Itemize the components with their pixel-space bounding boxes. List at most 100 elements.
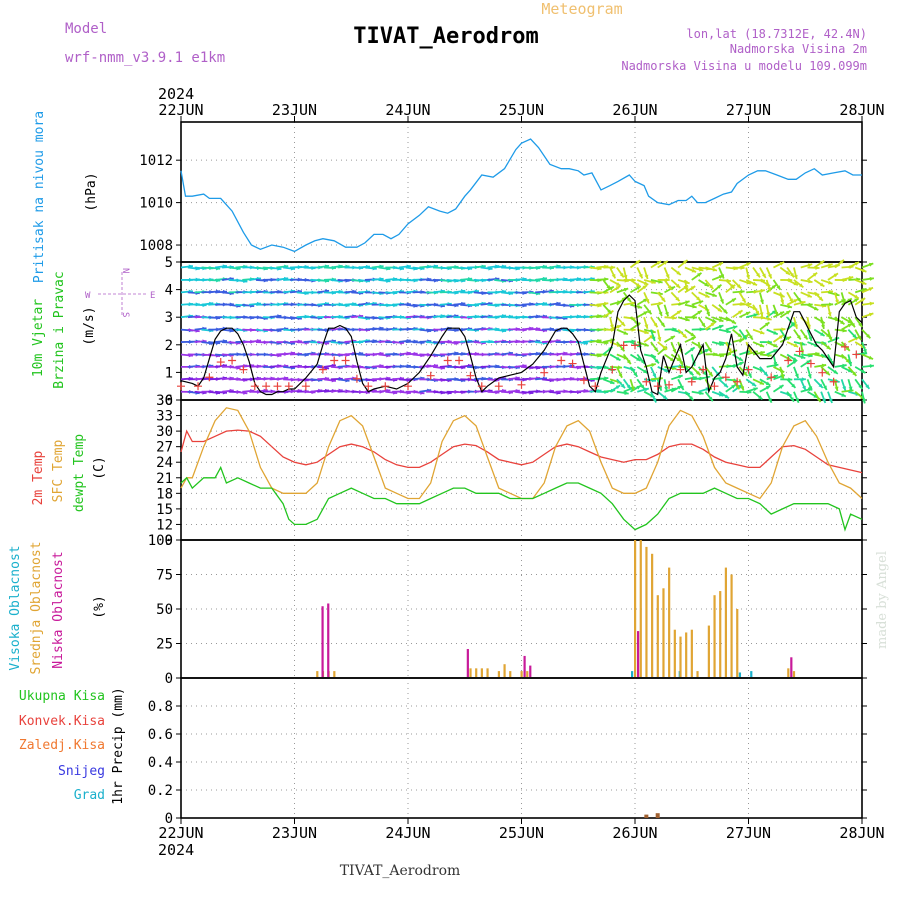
wind-arrowhead (798, 283, 804, 288)
wind-arrowhead (657, 337, 662, 342)
y-tick-label: 5 (165, 255, 173, 271)
temp-ylabel-3: dewpt Temp (72, 434, 87, 512)
wind-arrowhead (762, 273, 766, 278)
wind-arrowhead (660, 322, 665, 327)
wind-arrowhead (698, 300, 704, 305)
wind-arrowhead (623, 274, 628, 280)
wind-arrowhead (636, 357, 641, 361)
x-tick-label-top: 27JUN (726, 101, 771, 119)
y-tick-label: 1012 (139, 153, 173, 169)
wind-arrowhead (653, 322, 658, 328)
y-tick-label: 15 (156, 502, 173, 518)
wind-arrowhead (778, 335, 784, 340)
wind-arrowhead (774, 311, 779, 317)
cloud-mid-bar (662, 588, 665, 677)
gust-marker (699, 365, 708, 374)
cloud-mid-bar (651, 553, 654, 677)
wind-arrowhead (611, 265, 616, 270)
cloud-mid-bar (673, 629, 676, 677)
wind-arrowhead (623, 287, 629, 292)
x-tick-label-bottom: 25JUN (499, 824, 544, 842)
precip-bar (655, 813, 660, 818)
wind-arrowhead (731, 384, 736, 389)
cloud-mid-bar (526, 671, 529, 677)
temp2m-line (180, 429, 863, 474)
gust-marker (364, 382, 373, 391)
cloud-mid-bar (475, 668, 478, 677)
gust-marker (784, 356, 793, 365)
wind-unit: (m/s) (82, 306, 97, 345)
y-tick-label: 2 (165, 338, 173, 354)
compass-west: W (85, 291, 91, 301)
wind-arrowhead (610, 380, 615, 384)
wind-arrowhead (801, 300, 806, 305)
gust-marker (352, 374, 361, 383)
gust-marker (710, 382, 719, 391)
cloud-ylabel-1: Visoka Oblacnost (8, 545, 23, 670)
wind-arrowhead (748, 348, 752, 353)
y-tick-label: 0.6 (148, 727, 173, 743)
wind-arrowhead (865, 384, 870, 389)
wind-arrowhead (704, 282, 709, 287)
wind-arrowhead (685, 300, 690, 305)
wind-arrowhead (868, 312, 874, 317)
cloud-ylabel-3: Niska Oblacnost (51, 551, 66, 668)
precip-bar (644, 814, 649, 818)
wind-arrowhead (697, 272, 702, 277)
wind-arrowhead (736, 284, 742, 289)
wind-arrowhead (644, 274, 649, 279)
year-bottom: 2024 (158, 841, 194, 859)
wind-arrowhead (665, 274, 670, 279)
wind-arrowhead (717, 307, 722, 312)
wind-arrowhead (793, 343, 799, 348)
wind-arrowhead (763, 371, 768, 376)
wind-arrowhead (753, 387, 758, 392)
wind-arrowhead (821, 363, 827, 368)
y-tick-label: 3 (165, 310, 173, 326)
wind-arrowhead (669, 357, 675, 362)
wind-arrowhead (658, 301, 663, 306)
wind-arrowhead (685, 317, 690, 322)
wind-arrowhead (869, 301, 874, 306)
wind-arrowhead (621, 297, 627, 302)
cloud-low-bar (637, 631, 640, 677)
wind-arrowhead (834, 386, 839, 391)
wind-arrowhead (656, 261, 662, 265)
wind-arrowhead (745, 311, 751, 316)
wind-arrowhead (609, 324, 614, 329)
wind-arrowhead (662, 395, 668, 400)
wind-arrowhead (635, 282, 641, 287)
cloud-mid-bar (736, 609, 739, 677)
wind-arrowhead (737, 333, 742, 338)
gust-marker (665, 380, 674, 389)
wind-arrowhead (651, 363, 656, 367)
wind-arrowhead (795, 398, 799, 403)
wind-arrowhead (740, 289, 745, 294)
wind-arrowhead (757, 395, 763, 400)
wind-arrowhead (839, 259, 844, 264)
wind-arrowhead (664, 311, 669, 317)
cloud-low-bar (327, 603, 330, 677)
wind-arrowhead (756, 272, 760, 278)
wind-arrowhead (690, 286, 696, 290)
wind-arrowhead (618, 373, 623, 378)
gust-marker (795, 347, 804, 356)
wind-arrowhead (664, 368, 669, 372)
wind-arrowhead (779, 385, 784, 390)
y-tick-label: 1 (165, 365, 173, 381)
cloud-low-bar (529, 665, 532, 677)
wind-arrowhead (852, 371, 857, 376)
x-tick-label-top: 28JUN (839, 101, 884, 119)
gust-marker (494, 382, 503, 391)
cloud-mid-bar (713, 595, 716, 677)
y-tick-label: 0.4 (148, 755, 173, 771)
wind-arrowhead (643, 369, 648, 374)
wind-arrowhead (644, 324, 649, 329)
wind-arrowhead (707, 347, 712, 353)
gust-marker (455, 356, 464, 365)
wind-arrowhead (773, 349, 778, 354)
wind-arrowhead (790, 397, 794, 402)
wind-arrowhead (607, 309, 612, 314)
wind-arrowhead (861, 399, 866, 404)
wind-arrowhead (796, 335, 801, 340)
